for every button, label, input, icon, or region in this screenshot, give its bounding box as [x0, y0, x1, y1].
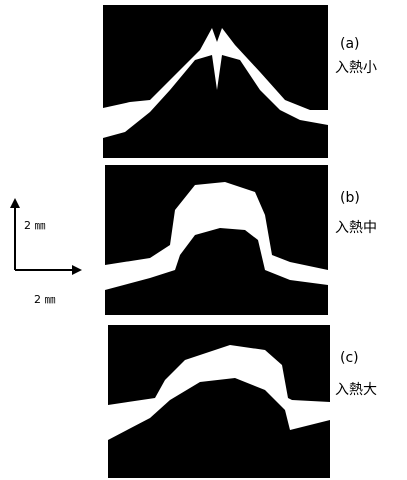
panel-b: (b) 入熱中: [105, 165, 377, 315]
panel-caption: 入熱小: [335, 60, 377, 76]
panel-label: (c): [340, 350, 359, 366]
bead-section: [105, 182, 328, 290]
horizontal-scale-label: 2 ㎜: [34, 293, 56, 306]
panel-label: (b): [340, 190, 360, 206]
panel-caption: 入熱中: [335, 220, 377, 236]
bead-section: [103, 28, 328, 138]
panel-a: (a) 入熱小: [103, 5, 377, 158]
panel-c: (c) 入熱大: [108, 325, 377, 478]
panel-background: [103, 5, 328, 158]
arrow-head: [10, 198, 20, 208]
panel-label: (a): [340, 36, 360, 52]
bead-section: [108, 345, 330, 440]
vertical-scale-label: 2 ㎜: [24, 219, 46, 232]
arrow-head: [72, 265, 82, 275]
scale-bar: 2 ㎜ 2 ㎜: [10, 198, 82, 306]
panel-caption: 入熱大: [335, 382, 377, 398]
